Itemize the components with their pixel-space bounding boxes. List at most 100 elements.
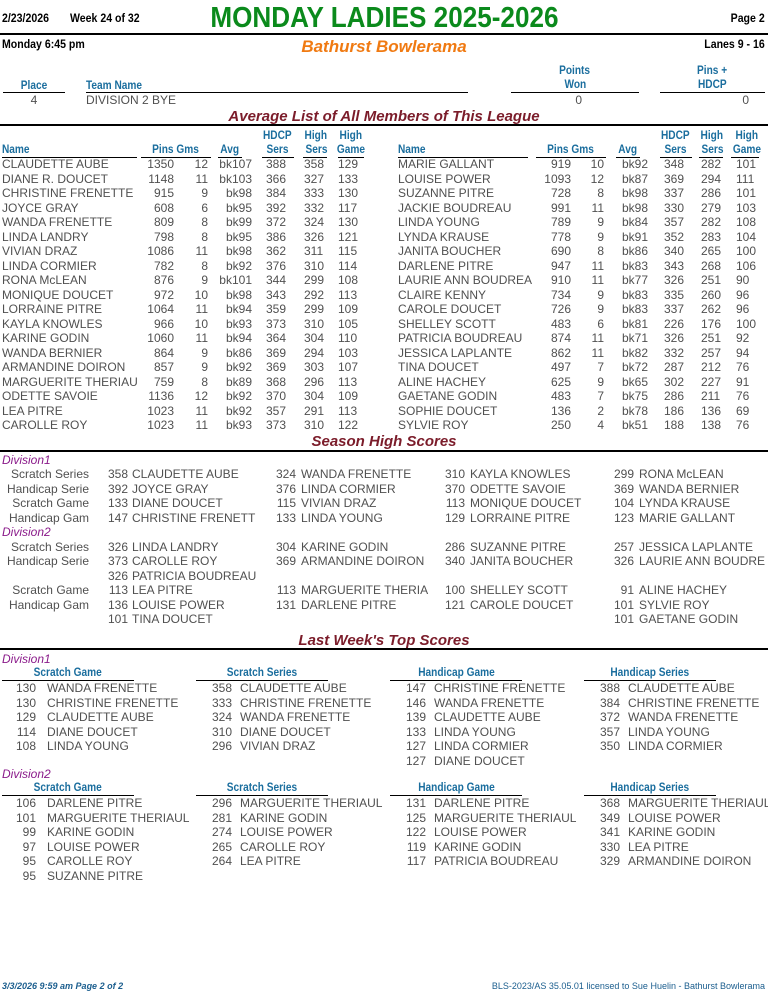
- bowler-name: DARLENE PITRE: [47, 796, 143, 810]
- games: 11: [591, 258, 604, 273]
- high-series: 291: [304, 403, 325, 418]
- hdcp-series: 352: [664, 229, 685, 244]
- pins: 1093: [544, 171, 571, 186]
- score: 101: [107, 611, 128, 626]
- pins: 1023: [147, 418, 174, 432]
- bowler-name: LINDA YOUNG: [47, 739, 129, 753]
- bowler-name: LINDA CORMIER: [628, 739, 723, 753]
- bowler-name: CHRISTINE FRENETTE: [47, 695, 179, 710]
- high-series: 299: [304, 273, 325, 287]
- games: 11: [195, 331, 208, 345]
- score: 265: [211, 839, 232, 854]
- bowler-name: LINDA YOUNG: [628, 724, 710, 739]
- score: 349: [599, 810, 620, 825]
- average: bk98: [225, 244, 252, 258]
- score: 296: [211, 739, 232, 753]
- bowler-name: JESSICA LAPLANTE: [639, 539, 754, 554]
- score: 373: [107, 554, 128, 569]
- bowler-name: MONIQUE DOUCET: [470, 496, 582, 511]
- score: 113: [276, 583, 296, 598]
- page-number: Page 2: [730, 11, 765, 25]
- hdcp-series: 370: [266, 389, 287, 403]
- average: bk92: [225, 360, 252, 374]
- pins: 778: [550, 229, 571, 244]
- high-series: 294: [701, 171, 722, 186]
- score: 146: [405, 695, 426, 710]
- column-header: Handicap Series: [610, 667, 690, 679]
- score: 264: [211, 854, 232, 868]
- games: 11: [195, 418, 208, 432]
- pins: 910: [550, 273, 571, 287]
- average-list-title: Average List of All Members of This Leag…: [228, 108, 540, 125]
- avg-header: Avg: [220, 144, 240, 156]
- pins: 809: [153, 215, 174, 229]
- score: 340: [444, 554, 465, 569]
- bowler-name: CAROLE DOUCET: [470, 597, 574, 612]
- member-name: LEA PITRE: [2, 403, 63, 418]
- games: 9: [201, 273, 208, 287]
- underline: [536, 157, 606, 158]
- games: 10: [194, 287, 208, 302]
- high-game: 109: [338, 302, 359, 316]
- bowler-name: CLAUDETTE AUBE: [628, 681, 735, 695]
- bowler-name: CHRISTINE FRENETTE: [434, 681, 566, 695]
- column-header: Handicap Game: [417, 782, 495, 794]
- bowler-name: LORRAINE PITRE: [470, 510, 571, 525]
- score: 341: [599, 825, 620, 839]
- bowler-name: LAURIE ANN BOUDRE: [639, 554, 766, 569]
- bowler-name: MARGUERITE THERIAUL: [240, 796, 383, 810]
- score: 324: [275, 467, 296, 482]
- high-series: 251: [701, 273, 722, 287]
- member-name: MONIQUE DOUCET: [2, 287, 114, 302]
- report-date: 2/23/2026: [2, 11, 49, 25]
- games: 11: [195, 171, 208, 186]
- score: 357: [599, 724, 620, 739]
- hdcp-series: 326: [664, 331, 685, 345]
- bowler-name: SYLVIE ROY: [639, 597, 710, 612]
- category-label: Handicap Gam: [8, 510, 89, 525]
- week-label: Week 24 of 32: [70, 11, 140, 25]
- games: 8: [597, 186, 604, 200]
- average: bk91: [621, 229, 648, 244]
- member-name: SUZANNE PITRE: [398, 186, 495, 200]
- header-divider: [0, 33, 768, 35]
- hdcp-series: 343: [664, 258, 685, 273]
- games: 9: [597, 229, 604, 244]
- bowler-name: TINA DOUCET: [132, 611, 213, 626]
- bowler-name: JOYCE GRAY: [132, 481, 209, 496]
- day-time: Monday 6:45 pm: [2, 37, 85, 51]
- high-series-header: High Sers: [700, 130, 724, 156]
- score: 384: [599, 695, 620, 710]
- hdcp-series: 332: [664, 345, 685, 360]
- bowler-name: DARLENE PITRE: [434, 796, 530, 810]
- pins: 1060: [147, 331, 174, 345]
- bowler-name: WANDA FRENETTE: [47, 681, 158, 695]
- average: bk51: [621, 418, 648, 432]
- underline: [731, 157, 759, 158]
- games: 7: [597, 389, 604, 403]
- games: 10: [590, 157, 604, 171]
- hdcp-series: 372: [266, 215, 287, 229]
- high-series: 358: [304, 157, 325, 171]
- high-game-header: High Game: [732, 130, 762, 156]
- high-game: 108: [338, 273, 359, 287]
- member-name: DARLENE PITRE: [398, 258, 494, 273]
- games: 8: [201, 229, 208, 244]
- pins: 690: [550, 244, 571, 258]
- score: 350: [599, 739, 620, 753]
- member-name: CAROLE DOUCET: [398, 302, 502, 316]
- member-name: PATRICIA BOUDREAU: [398, 331, 523, 345]
- pins: 876: [153, 273, 174, 287]
- bowler-name: GAETANE GODIN: [639, 611, 739, 626]
- average: bk94: [225, 302, 252, 316]
- high-series: 257: [701, 345, 722, 360]
- bowler-name: LYNDA KRAUSE: [639, 496, 731, 511]
- score: 330: [599, 839, 620, 854]
- member-name: WANDA BERNIER: [2, 345, 103, 360]
- games: 10: [194, 316, 208, 331]
- season-high-title: Season High Scores: [311, 433, 457, 450]
- underline: [699, 157, 723, 158]
- games: 2: [597, 403, 604, 418]
- hdcp-series: 359: [266, 302, 287, 316]
- member-name: SYLVIE ROY: [398, 418, 469, 432]
